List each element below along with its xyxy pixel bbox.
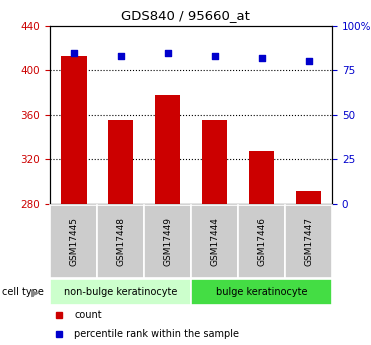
Bar bbox=[108, 120, 134, 204]
Text: cell type: cell type bbox=[2, 287, 44, 297]
Bar bbox=[285, 205, 332, 278]
Bar bbox=[144, 205, 191, 278]
Text: GDS840 / 95660_at: GDS840 / 95660_at bbox=[121, 9, 250, 22]
Bar bbox=[155, 95, 181, 204]
Point bbox=[118, 53, 124, 59]
Text: GSM17448: GSM17448 bbox=[116, 217, 125, 266]
Bar bbox=[61, 56, 86, 204]
Text: bulge keratinocyte: bulge keratinocyte bbox=[216, 287, 307, 297]
Bar bbox=[50, 205, 97, 278]
Point bbox=[70, 50, 76, 55]
Text: GSM17444: GSM17444 bbox=[210, 217, 219, 266]
Bar bbox=[191, 279, 332, 305]
Bar bbox=[202, 120, 227, 204]
Point bbox=[165, 50, 171, 55]
Point bbox=[211, 53, 217, 59]
Text: GSM17446: GSM17446 bbox=[257, 217, 266, 266]
Text: count: count bbox=[74, 310, 102, 319]
Bar bbox=[296, 191, 322, 204]
Text: GSM17449: GSM17449 bbox=[163, 217, 172, 266]
Text: ▶: ▶ bbox=[30, 287, 39, 297]
Bar bbox=[191, 205, 238, 278]
Text: non-bulge keratinocyte: non-bulge keratinocyte bbox=[64, 287, 177, 297]
Bar bbox=[97, 205, 144, 278]
Bar bbox=[50, 279, 191, 305]
Point bbox=[306, 59, 312, 64]
Bar bbox=[238, 205, 285, 278]
Text: GSM17447: GSM17447 bbox=[304, 217, 313, 266]
Text: GSM17445: GSM17445 bbox=[69, 217, 78, 266]
Point bbox=[259, 55, 265, 61]
Bar bbox=[249, 151, 275, 204]
Text: percentile rank within the sample: percentile rank within the sample bbox=[74, 329, 239, 339]
